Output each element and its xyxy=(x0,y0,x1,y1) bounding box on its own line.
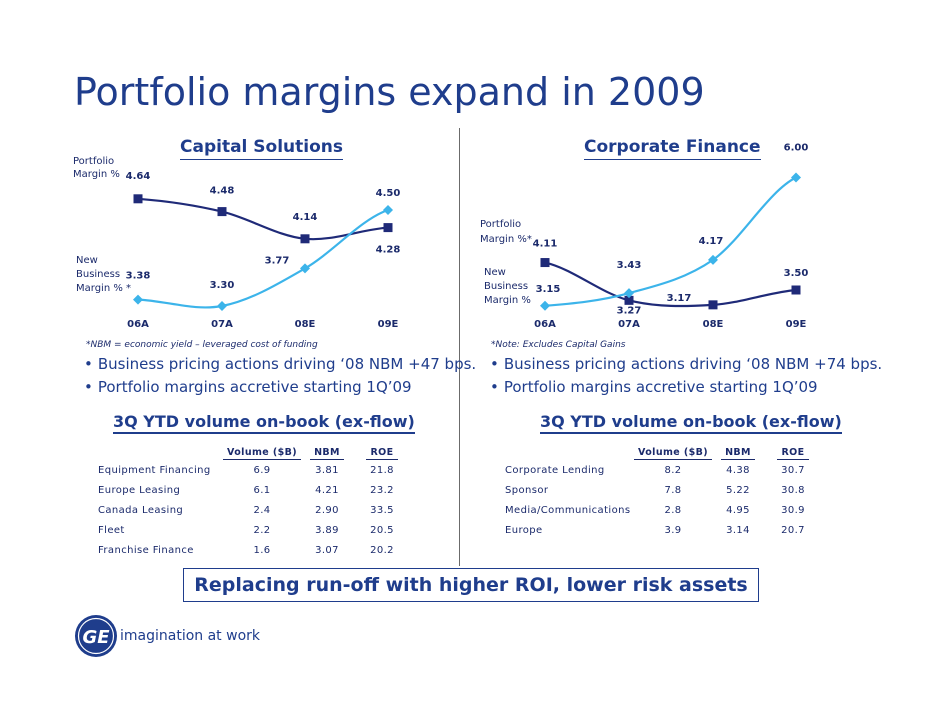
left-data-label: 3.30 xyxy=(210,280,235,291)
ge-logo-icon: GE xyxy=(75,615,117,657)
left-data-label: 4.14 xyxy=(293,212,318,223)
left-bullet-1: • Business pricing actions driving ‘08 NB… xyxy=(84,355,477,373)
right-series-line-nbm xyxy=(544,176,797,307)
left-series-line-nbm xyxy=(137,208,389,309)
right-x-tick-label: 09E xyxy=(786,319,807,330)
left-x-tick-label: 09E xyxy=(378,319,399,330)
left-portfolio-point xyxy=(217,207,227,217)
left-series-line-portfolio xyxy=(137,197,389,241)
right-data-label: 3.27 xyxy=(617,305,642,316)
summary-banner: Replacing run-off with higher ROI, lower… xyxy=(183,568,759,602)
right-portfolio-label: Portfolio Margin %* xyxy=(480,219,532,245)
table-row: Europe 3.9 3.14 20.7 xyxy=(505,524,805,536)
col-nbm: NBM xyxy=(310,447,344,460)
left-data-label: 4.64 xyxy=(126,171,151,182)
right-nbm-point xyxy=(540,300,550,311)
table-row: Sponsor 7.8 5.22 30.8 xyxy=(505,484,805,496)
left-nbm-point xyxy=(300,263,310,274)
left-footnote: *NBM = economic yield – leveraged cost o… xyxy=(86,340,318,350)
right-portfolio-point xyxy=(708,300,718,310)
right-x-tick-label: 06A xyxy=(534,319,556,330)
left-data-label: 4.48 xyxy=(210,186,235,197)
left-portfolio-label: Portfolio Margin % xyxy=(73,156,120,180)
right-data-label: 3.50 xyxy=(784,268,809,279)
col-nbm: NBM xyxy=(721,447,755,460)
page-title: Portfolio margins expand in 2009 xyxy=(74,70,705,114)
table-row: Franchise Finance 1.6 3.07 20.2 xyxy=(98,544,394,556)
right-bullet-1: • Business pricing actions driving ‘08 NB… xyxy=(490,355,883,373)
corporate-finance-header: Corporate Finance xyxy=(584,137,761,160)
table-row: Corporate Lending 8.2 4.38 30.7 xyxy=(505,464,805,476)
column-divider xyxy=(459,128,460,566)
right-nbm-point xyxy=(708,254,718,265)
left-ytd-title: 3Q YTD volume on-book (ex-flow) xyxy=(113,412,415,434)
right-data-label: 6.00 xyxy=(784,143,809,154)
right-data-label: 3.43 xyxy=(617,260,642,271)
table-row: Canada Leasing 2.4 2.90 33.5 xyxy=(98,504,394,516)
col-volume: Volume ($B) xyxy=(634,447,712,460)
left-bullet-2: • Portfolio margins accretive starting 1Q… xyxy=(84,378,412,396)
capital-solutions-header: Capital Solutions xyxy=(180,137,343,160)
col-roe: ROE xyxy=(777,447,809,460)
right-portfolio-point xyxy=(791,285,801,295)
left-portfolio-point xyxy=(383,223,393,233)
left-x-tick-label: 08E xyxy=(295,319,316,330)
left-portfolio-point xyxy=(300,234,310,244)
table-row: Media/Communications 2.8 4.95 30.9 xyxy=(505,504,805,516)
right-portfolio-point xyxy=(540,258,550,268)
right-nbm-label: New Business Margin % xyxy=(484,267,531,306)
capital-solutions-volume-table: Volume ($B) NBM ROE Equipment Financing 6… xyxy=(98,446,412,560)
left-data-label: 4.50 xyxy=(376,188,401,199)
left-nbm-point xyxy=(383,205,393,215)
right-x-tick-label: 08E xyxy=(703,319,724,330)
table-row: Europe Leasing 6.1 4.21 23.2 xyxy=(98,484,394,496)
corporate-finance-volume-table: Volume ($B) NBM ROE Corporate Lending 8.2… xyxy=(505,446,823,540)
table-row: Fleet 2.2 3.89 20.5 xyxy=(98,524,394,536)
right-series-line-portfolio xyxy=(544,261,797,308)
right-data-label: 4.11 xyxy=(533,239,558,250)
right-nbm-point xyxy=(791,172,801,183)
capital-solutions-chart: 4.64 4.48 4.14 4.28 3.38 3.30 3.77 4.50 06A 07A 08… xyxy=(126,171,401,330)
right-nbm-point xyxy=(624,288,634,299)
left-data-label: 3.77 xyxy=(265,255,290,266)
corporate-finance-chart: 4.11 3.27 3.17 3.50 3.15 3.43 4.17 6.00 06A 07A 08… xyxy=(533,143,809,331)
right-footnote: *Note: Excludes Capital Gains xyxy=(491,340,626,350)
right-data-label: 3.15 xyxy=(536,284,561,295)
left-nbm-label: New Business Margin % * xyxy=(76,255,132,294)
right-bullet-2: • Portfolio margins accretive starting 1Q… xyxy=(490,378,818,396)
right-ytd-title: 3Q YTD volume on-book (ex-flow) xyxy=(540,412,842,434)
right-data-label: 3.17 xyxy=(667,293,692,304)
svg-text:GE: GE xyxy=(82,627,110,648)
summary-banner-text: Replacing run-off with higher ROI, lower… xyxy=(194,574,748,596)
left-nbm-point xyxy=(133,294,143,305)
left-nbm-point xyxy=(217,301,227,311)
left-data-label: 4.28 xyxy=(376,245,401,256)
tagline: imagination at work xyxy=(120,628,260,644)
left-x-tick-label: 06A xyxy=(127,319,149,330)
col-volume: Volume ($B) xyxy=(223,447,301,460)
right-x-tick-label: 07A xyxy=(618,319,640,330)
table-row: Equipment Financing 6.9 3.81 21.8 xyxy=(98,464,394,476)
col-roe: ROE xyxy=(366,447,398,460)
left-data-label: 3.38 xyxy=(126,271,151,282)
left-portfolio-point xyxy=(133,194,143,204)
left-x-tick-label: 07A xyxy=(211,319,233,330)
right-data-label: 4.17 xyxy=(699,236,724,247)
right-portfolio-point xyxy=(624,295,634,305)
